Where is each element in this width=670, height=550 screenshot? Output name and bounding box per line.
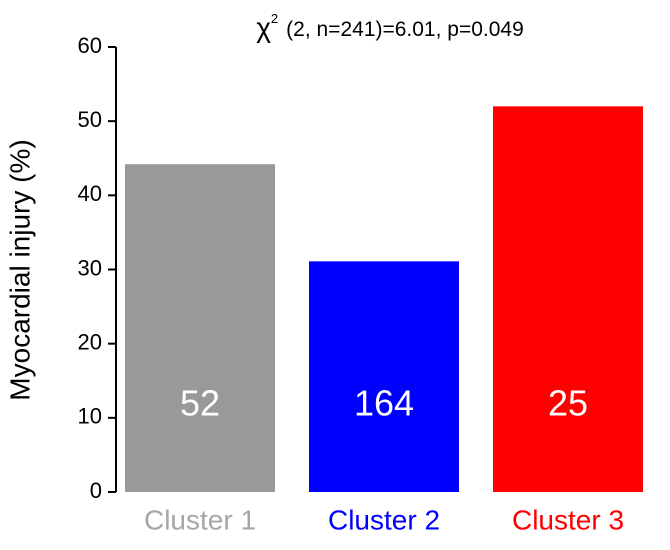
y-tick-label: 30 [78, 255, 102, 280]
x-tick-label: Cluster 1 [144, 504, 256, 535]
y-tick-label: 0 [90, 478, 102, 503]
title-symbol: χ [256, 12, 271, 43]
y-tick-label: 60 [78, 33, 102, 58]
bar-count-label: 52 [180, 383, 220, 424]
chart-title: χ2 (2, n=241)=6.01, p=0.049 [256, 11, 524, 43]
title-superscript: 2 [271, 11, 278, 26]
bar-count-label: 164 [354, 383, 414, 424]
x-tick-label: Cluster 3 [512, 504, 624, 535]
bar-count-label: 25 [548, 383, 588, 424]
bar [493, 106, 643, 492]
bar [309, 261, 459, 492]
title-text: (2, n=241)=6.01, p=0.049 [286, 18, 524, 41]
y-tick-label: 20 [78, 329, 102, 354]
x-tick-label: Cluster 2 [328, 504, 440, 535]
y-tick-label: 40 [78, 181, 102, 206]
y-tick-label: 10 [78, 404, 102, 429]
y-tick-label: 50 [78, 107, 102, 132]
bar [125, 164, 275, 492]
y-axis-label: Myocardial injury (%) [4, 139, 35, 400]
